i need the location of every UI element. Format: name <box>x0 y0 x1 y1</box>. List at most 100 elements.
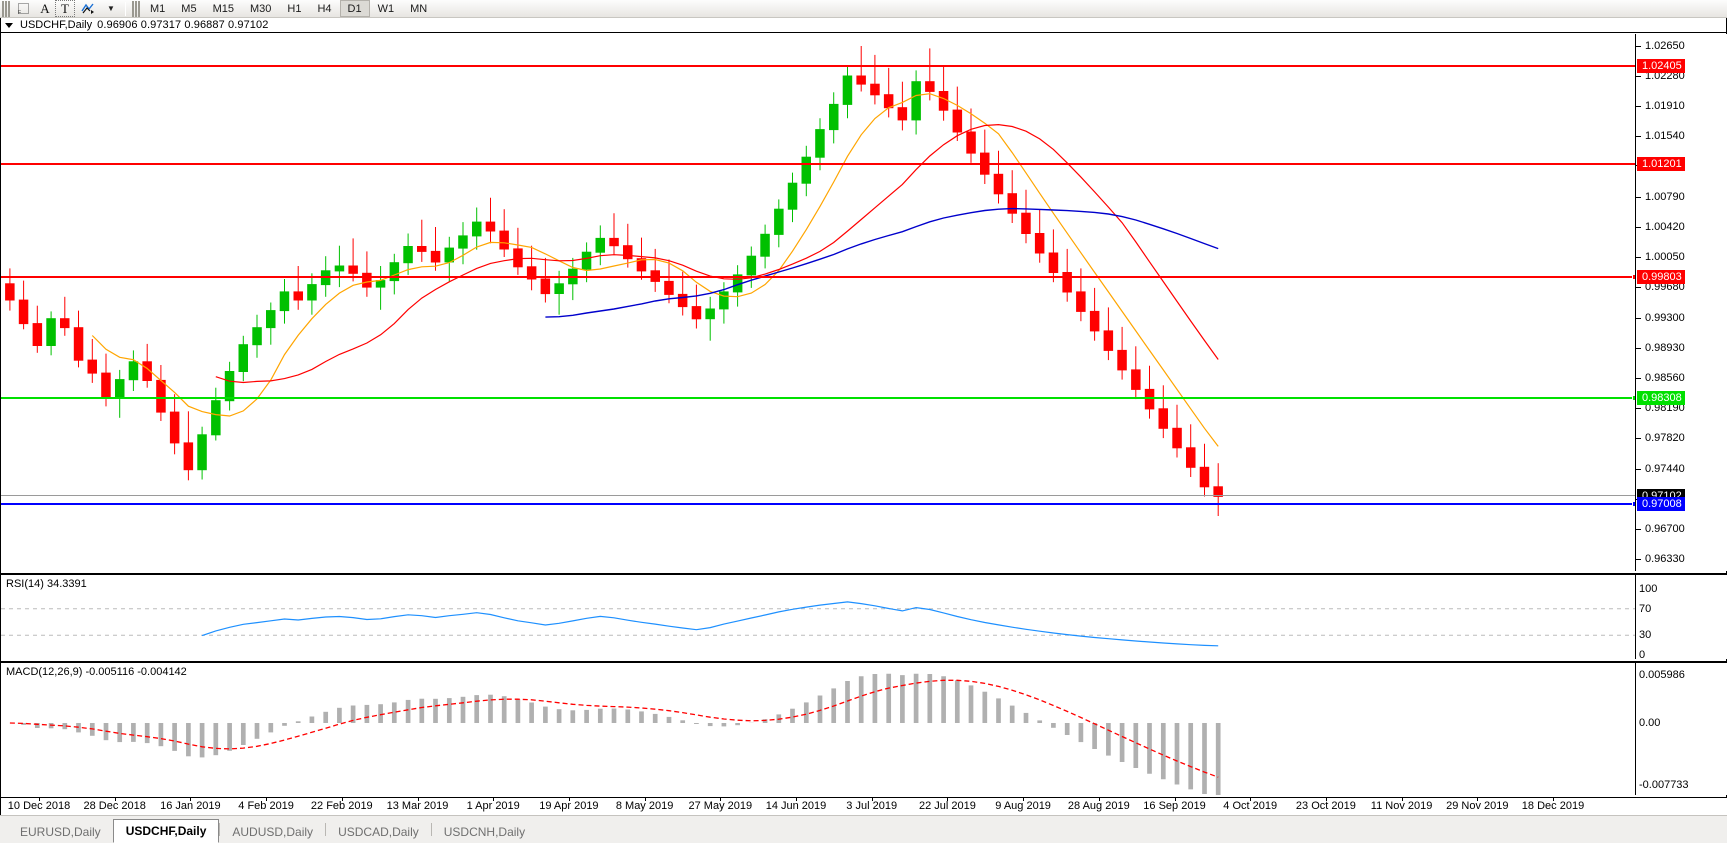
tab-divider <box>430 823 432 836</box>
date-label: 4 Oct 2019 <box>1223 800 1278 812</box>
level-line-support-blue[interactable] <box>1 500 1635 507</box>
price-plot[interactable] <box>1 34 1635 571</box>
crosshair-icon[interactable]: F <box>12 0 35 17</box>
level-line-resistance-1[interactable] <box>1 64 1635 67</box>
price-tag-resistance-1[interactable]: 1.02405 <box>1637 58 1685 73</box>
svg-text:F: F <box>18 10 21 15</box>
date-tick <box>341 797 343 801</box>
macd-pane[interactable]: MACD(12,26,9) -0.005116 -0.004142 0.0059… <box>1 661 1727 795</box>
text-tool-icon[interactable]: A <box>40 0 50 16</box>
date-tick <box>417 797 419 801</box>
date-tick <box>39 797 40 801</box>
macd-series <box>9 673 1221 795</box>
timeframe-m1[interactable]: M1 <box>150 2 166 15</box>
rsi-plot[interactable] <box>1 575 1635 659</box>
text-label-icon[interactable]: T <box>55 0 75 17</box>
level-line-resistance-2[interactable] <box>1 162 1635 165</box>
tab-usdchf[interactable]: USDCHF,Daily <box>112 819 220 843</box>
macd-tick: -0.007733 <box>1639 779 1689 791</box>
date-label: 19 Apr 2019 <box>539 800 599 812</box>
date-label: 22 Jul 2019 <box>918 800 976 812</box>
tab-usdcad[interactable]: USDCAD,Daily <box>338 825 419 839</box>
price-tick: 0.97440 <box>1636 463 1685 475</box>
price-tag-resistance-3[interactable]: 0.99803 <box>1637 270 1685 285</box>
macd-tick: 0.00 <box>1639 716 1661 729</box>
date-tick <box>190 797 192 801</box>
timeframe-m15[interactable]: M15 <box>212 2 234 15</box>
tab-eurusd[interactable]: EURUSD,Daily <box>20 825 101 839</box>
macd-tick: 0.005986 <box>1639 669 1685 681</box>
rsi-scale: 100 70 30 0 <box>1635 575 1727 659</box>
date-label: 10 Dec 2018 <box>7 800 71 812</box>
chart-area: USDCHF,Daily 0.96906 0.97317 0.96887 0.9… <box>0 18 1727 815</box>
price-tick: 0.96700 <box>1636 523 1685 535</box>
price-tag-support-green[interactable]: 0.98308 <box>1637 391 1685 406</box>
chart-menu-caret-icon[interactable] <box>5 22 13 28</box>
chart-symbol-label: USDCHF,Daily <box>20 19 93 31</box>
timeframe-m30[interactable]: M30 <box>249 2 272 15</box>
date-tick <box>114 797 116 801</box>
price-tick: 0.97820 <box>1636 432 1685 444</box>
date-label: 22 Feb 2019 <box>310 800 373 812</box>
price-tick: 0.98930 <box>1636 342 1685 354</box>
date-label: 18 Dec 2019 <box>1521 800 1585 812</box>
level-line-resistance-3[interactable] <box>1 274 1635 281</box>
tab-audusd[interactable]: AUDUSD,Daily <box>232 825 314 839</box>
date-tick <box>1023 797 1025 801</box>
timeframe-d1[interactable]: D1 <box>339 0 370 17</box>
price-scale[interactable]: 1.026501.022801.019101.015401.011801.007… <box>1635 34 1727 571</box>
date-tick <box>1325 797 1327 801</box>
timeframe-h4[interactable]: H4 <box>317 2 332 15</box>
date-label: 4 Feb 2019 <box>238 800 294 812</box>
rsi-tick: 70 <box>1639 602 1652 615</box>
rsi-tick: 0 <box>1639 649 1646 659</box>
current-price-line <box>1 495 1635 497</box>
toolbar-separator <box>125 1 126 16</box>
date-axis[interactable]: 10 Dec 2018 28 Dec 2018 16 Jan 2019 4 Feb 2… <box>1 797 1727 815</box>
timeframe-grip[interactable] <box>131 0 140 17</box>
rsi-tick: 100 <box>1639 583 1658 595</box>
rsi-tick: 30 <box>1639 629 1652 642</box>
price-tick: 1.01910 <box>1636 100 1685 112</box>
toolbar: F A T ▼ M1 M5 M15 M30 H1 H4 D1 W1 MN <box>0 0 1727 18</box>
date-tick <box>644 797 646 801</box>
dropdown-caret-icon[interactable]: ▼ <box>107 4 115 13</box>
price-tick: 1.00790 <box>1636 191 1685 203</box>
tab-divider <box>325 823 327 836</box>
date-label: 1 Apr 2019 <box>466 800 520 812</box>
date-tick <box>720 797 722 801</box>
date-tick <box>1553 797 1554 801</box>
toolbar-grip[interactable] <box>1 0 10 17</box>
rsi-label: RSI(14) 34.3391 <box>6 578 87 590</box>
price-tick: 0.96330 <box>1636 553 1685 565</box>
price-tag-resistance-2[interactable]: 1.01201 <box>1637 156 1685 171</box>
timeframe-w1[interactable]: W1 <box>377 2 395 15</box>
timeframe-m5[interactable]: M5 <box>181 2 197 15</box>
tab-usdcnh[interactable]: USDCNH,Daily <box>443 825 526 839</box>
date-label: 16 Jan 2019 <box>160 800 221 812</box>
timeframe-group: M1 M5 M15 M30 H1 H4 D1 W1 MN <box>142 0 435 17</box>
timeframe-h1[interactable]: H1 <box>287 2 302 15</box>
date-tick <box>1098 797 1100 801</box>
chart-ohlc-values: 0.96906 0.97317 0.96887 0.97102 <box>97 19 269 31</box>
objects-icon[interactable] <box>75 0 100 17</box>
timeframe-mn[interactable]: MN <box>410 2 428 15</box>
macd-label: MACD(12,26,9) -0.005116 -0.004142 <box>6 666 187 678</box>
rsi-pane[interactable]: RSI(14) 34.3391 100 70 30 0 <box>1 573 1727 659</box>
date-tick <box>1401 797 1403 801</box>
price-tag-support-blue[interactable]: 0.97008 <box>1637 496 1685 511</box>
date-label: 8 May 2019 <box>615 800 674 812</box>
price-tick: 0.98560 <box>1636 372 1685 384</box>
date-label: 11 Nov 2019 <box>1370 800 1433 812</box>
date-tick <box>493 797 495 801</box>
date-label: 13 Mar 2019 <box>386 800 449 812</box>
price-pane[interactable]: 1.026501.022801.019101.015401.011801.007… <box>1 34 1727 571</box>
date-tick <box>568 797 570 801</box>
date-tick <box>796 797 797 801</box>
date-label: 27 May 2019 <box>688 800 753 812</box>
macd-plot[interactable] <box>1 663 1635 795</box>
price-tick: 1.01540 <box>1636 130 1685 142</box>
date-tick <box>947 797 949 801</box>
level-line-support-green[interactable] <box>1 395 1635 402</box>
